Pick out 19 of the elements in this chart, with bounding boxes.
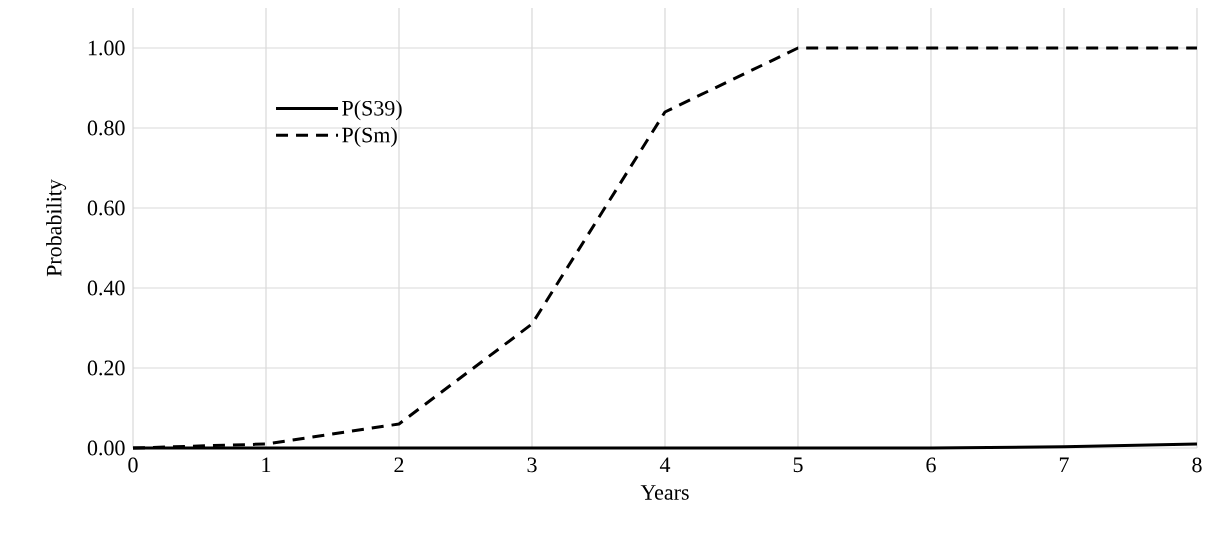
x-tick-label: 3 — [527, 457, 537, 473]
legend-label: P(Sm) — [342, 126, 397, 147]
y-tick-label: 1.00 — [88, 40, 125, 56]
y-tick-label: 0.80 — [87, 120, 125, 136]
x-tick-label: 6 — [926, 457, 936, 473]
x-axis-title: Years — [640, 485, 689, 500]
y-tick-label: 0.40 — [87, 280, 125, 296]
x-tick-label: 1 — [262, 457, 271, 473]
y-tick-label: 0.00 — [87, 440, 125, 456]
y-tick-label: 0.20 — [87, 360, 125, 376]
x-tick-label: 4 — [659, 457, 671, 473]
x-tick-label: 7 — [1059, 457, 1069, 472]
x-tick-label: 0 — [128, 457, 138, 473]
x-tick-label: 2 — [394, 457, 404, 473]
x-tick-label: 5 — [793, 457, 803, 473]
legend-label: P(S39) — [342, 100, 402, 121]
y-tick-label: 0.60 — [87, 200, 125, 216]
y-axis-title: Probability — [46, 179, 67, 277]
x-tick-label: 8 — [1192, 457, 1202, 473]
